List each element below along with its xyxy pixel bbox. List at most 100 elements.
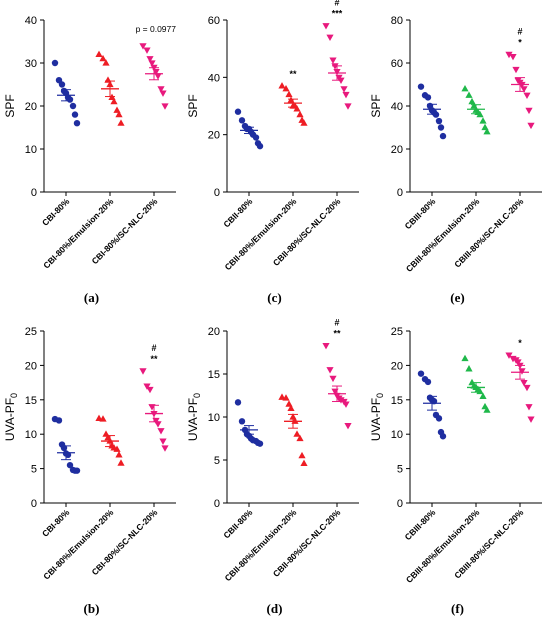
data-point [329, 375, 337, 383]
y-axis-title: UVA-PF0 [3, 393, 19, 441]
chart-panel-b: 0 5 10 15 20 25 UVA-PF0 CBI-80% CBI-80%/Emulsion… [0, 311, 183, 622]
y-tick-label: 0 [214, 187, 220, 199]
data-point [527, 122, 535, 130]
y-axis-title: SPF [3, 94, 17, 117]
data-point [66, 96, 74, 103]
data-point [234, 399, 242, 406]
data-point [73, 467, 81, 474]
significance-marker: # [517, 26, 522, 36]
x-category-label: CBIII-80% [403, 507, 438, 542]
y-tick-label: 0 [31, 187, 37, 199]
data-point [417, 370, 425, 377]
data-point [58, 81, 66, 88]
data-point [256, 440, 264, 447]
data-point [465, 91, 473, 98]
data-point [115, 451, 123, 458]
chart-svg-d: 05101520UVA-PF0CBII-80%CBII-80%/Emulsion… [186, 318, 359, 583]
x-category-label: CBII-80%/Emulsion-20% [223, 507, 299, 583]
y-tick-label: 20 [391, 360, 403, 372]
panel-label: (e) [450, 290, 465, 305]
data-point [117, 459, 125, 466]
y-tick-label: 5 [397, 464, 403, 476]
data-point [322, 23, 330, 30]
data-point [461, 85, 469, 92]
y-axis-title-subscript: 0 [192, 393, 202, 398]
y-tick-label: 25 [391, 326, 403, 338]
y-tick-label: 30 [25, 58, 37, 70]
panel-label: (c) [267, 290, 282, 305]
y-tick-label: 15 [208, 369, 220, 381]
data-point [342, 401, 350, 408]
data-point [51, 59, 59, 67]
data-point [73, 120, 81, 127]
data-point [514, 359, 522, 366]
chart-panel-a: 0 10 20 30 40 SPF CBI-80% CBI-80%/Emulsion-20% C… [0, 0, 183, 311]
significance-marker: # [151, 343, 156, 353]
y-tick-label: 5 [214, 455, 220, 467]
panel-label: (f) [451, 601, 464, 616]
data-point [342, 91, 350, 99]
data-point [234, 108, 242, 115]
data-point [417, 83, 425, 90]
y-axis-title-text: SPF [186, 94, 200, 117]
significance-marker: * [518, 37, 522, 47]
data-point [424, 378, 432, 386]
data-point [159, 438, 167, 445]
data-point [252, 134, 260, 141]
data-point [439, 132, 447, 140]
data-point [99, 415, 107, 422]
data-point [479, 117, 487, 124]
data-point [148, 60, 156, 67]
data-point [525, 404, 533, 411]
data-point [293, 105, 301, 112]
data-point [282, 394, 290, 401]
significance-marker: ** [333, 329, 341, 339]
x-category-label: CBI-80% [40, 507, 72, 539]
data-point [465, 365, 473, 372]
panel-label: (d) [266, 601, 283, 616]
y-tick-label: 0 [214, 498, 220, 510]
data-point [146, 386, 154, 394]
y-tick-label: 10 [391, 429, 403, 441]
x-category-label: CBIII-80%/Emulsion-20% [404, 196, 482, 274]
data-point [509, 53, 517, 61]
data-point [424, 94, 432, 101]
data-point [344, 423, 352, 430]
data-point [483, 128, 491, 135]
y-axis-title: SPF [186, 94, 200, 117]
data-point [483, 406, 491, 413]
y-axis-title-subscript: 0 [375, 393, 385, 398]
data-point [527, 416, 535, 423]
data-point [139, 43, 147, 50]
y-axis-title: UVA-PF0 [186, 393, 202, 441]
y-tick-label: 15 [391, 395, 403, 407]
data-point [146, 56, 154, 63]
data-point [143, 47, 151, 54]
chart-svg-a: 010203040SPFCBI-80%CBI-80%/Emulsion-20%C… [3, 15, 176, 271]
significance-marker: # [334, 318, 339, 328]
data-point [282, 85, 290, 92]
data-point [326, 367, 334, 374]
data-point [285, 90, 293, 98]
data-point [337, 397, 345, 404]
y-tick-label: 25 [25, 326, 37, 338]
chart-panel-d: 0 5 10 15 20 UVA-PF0 CBII-80% CBII-80%/Emulsion… [183, 311, 366, 622]
y-tick-label: 0 [397, 187, 403, 199]
y-tick-label: 60 [208, 15, 220, 27]
data-point [115, 110, 123, 118]
y-tick-label: 40 [208, 72, 220, 84]
y-tick-label: 20 [25, 360, 37, 372]
data-point [331, 63, 339, 70]
y-axis-title-text: SPF [369, 94, 383, 117]
data-point [326, 34, 334, 41]
x-category-label: CBII-80% [221, 507, 254, 540]
data-point [69, 102, 77, 110]
y-axis-title-text: UVA-PF [186, 398, 200, 441]
data-point [523, 384, 531, 392]
chart-svg-c: 0204060SPFCBII-80%CBII-80%/Emulsion-20%C… [186, 0, 359, 272]
data-point [154, 421, 162, 428]
data-point [99, 54, 107, 62]
data-point [296, 110, 304, 118]
data-point [298, 451, 306, 459]
x-category-label: CBIII-80%/Emulsion-20% [404, 507, 482, 585]
